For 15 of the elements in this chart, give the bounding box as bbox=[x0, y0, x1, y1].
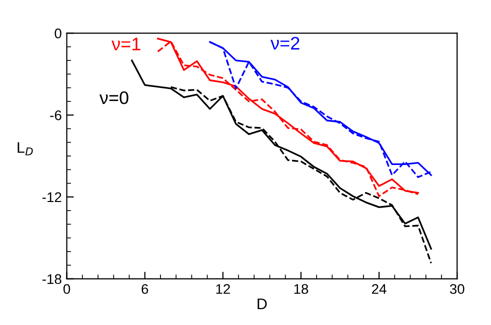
series-label: ν=2 bbox=[270, 36, 300, 50]
series-label: ν=1 bbox=[112, 38, 140, 50]
y-tick-label: -6 bbox=[50, 110, 62, 120]
x-tick-label: 24 bbox=[372, 284, 386, 294]
x-tick-label: 0 bbox=[63, 284, 70, 294]
y-tick-label: -12 bbox=[42, 192, 62, 202]
x-tick-label: 30 bbox=[450, 284, 464, 294]
y-axis-title: L$_{D}$ bbox=[18, 142, 33, 156]
x-tick-label: 6 bbox=[142, 284, 148, 294]
x-tick-label: 18 bbox=[294, 284, 308, 294]
series-label: ν=0 bbox=[99, 91, 128, 104]
y-tick-label: -18 bbox=[42, 274, 62, 284]
x-axis-title: D bbox=[258, 298, 267, 310]
y-tick-label: 0 bbox=[54, 28, 62, 38]
x-tick-label: 12 bbox=[216, 284, 230, 294]
